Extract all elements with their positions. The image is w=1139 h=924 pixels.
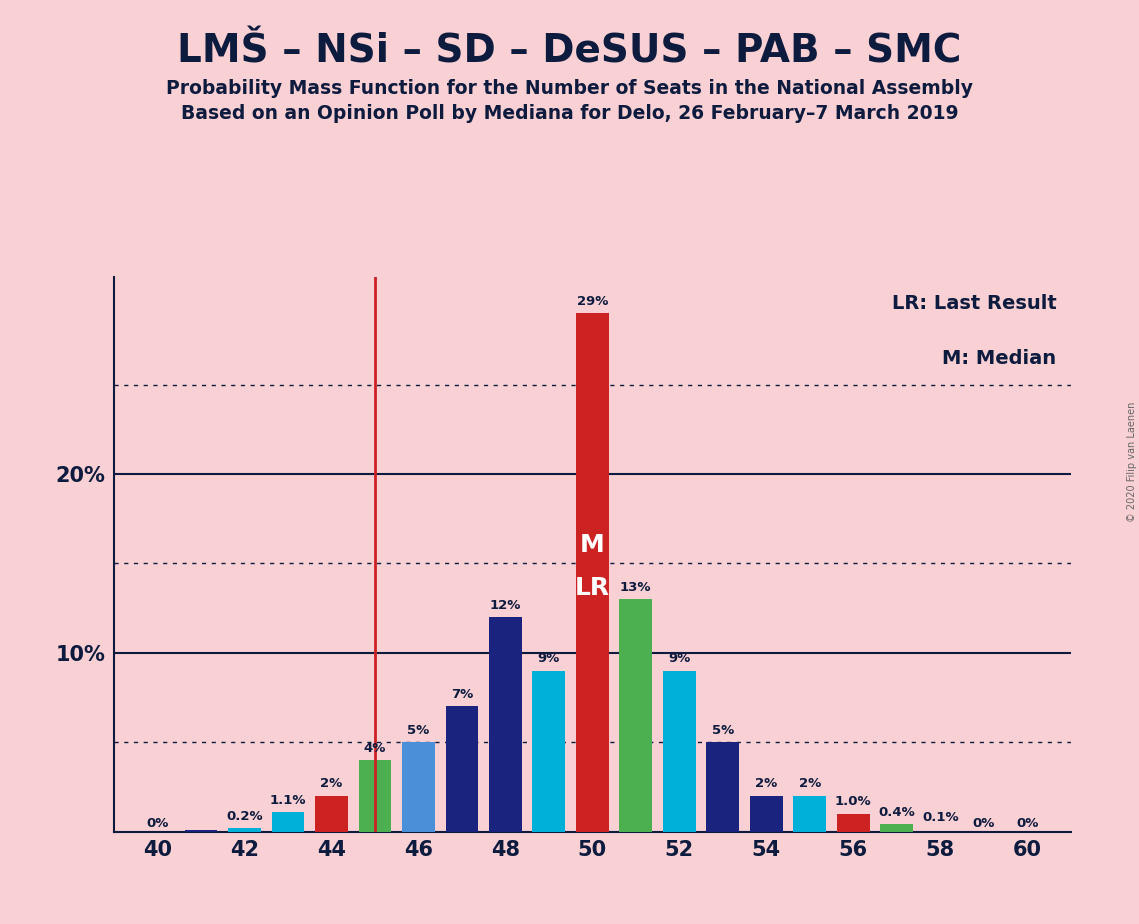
Bar — [880, 824, 913, 832]
Bar — [228, 828, 261, 832]
Bar — [402, 742, 435, 832]
Bar — [445, 707, 478, 832]
Bar — [359, 760, 391, 832]
Text: 2%: 2% — [320, 777, 343, 790]
Text: 0%: 0% — [973, 817, 994, 830]
Text: 12%: 12% — [490, 599, 521, 612]
Bar — [837, 814, 869, 832]
Text: M: Median: M: Median — [942, 349, 1056, 369]
Text: 1.0%: 1.0% — [835, 796, 871, 808]
Text: 4%: 4% — [363, 742, 386, 755]
Bar — [663, 671, 696, 832]
Bar — [620, 599, 653, 832]
Text: M: M — [580, 533, 605, 557]
Text: LMŠ – NSi – SD – DeSUS – PAB – SMC: LMŠ – NSi – SD – DeSUS – PAB – SMC — [178, 32, 961, 70]
Text: 1.1%: 1.1% — [270, 794, 306, 807]
Text: 0.4%: 0.4% — [878, 806, 915, 819]
Text: 2%: 2% — [755, 777, 777, 790]
Bar — [794, 796, 826, 832]
Text: 0.1%: 0.1% — [921, 811, 959, 824]
Bar — [489, 617, 522, 832]
Text: 29%: 29% — [576, 295, 608, 308]
Text: 2%: 2% — [798, 777, 821, 790]
Text: LR: LR — [575, 577, 609, 601]
Bar — [533, 671, 565, 832]
Bar — [316, 796, 347, 832]
Bar — [706, 742, 739, 832]
Text: Based on an Opinion Poll by Mediana for Delo, 26 February–7 March 2019: Based on an Opinion Poll by Mediana for … — [181, 104, 958, 124]
Text: Probability Mass Function for the Number of Seats in the National Assembly: Probability Mass Function for the Number… — [166, 79, 973, 98]
Text: 7%: 7% — [451, 688, 473, 701]
Text: 5%: 5% — [408, 723, 429, 736]
Text: 0%: 0% — [1016, 817, 1039, 830]
Text: 9%: 9% — [538, 652, 560, 665]
Bar — [576, 313, 608, 832]
Bar — [749, 796, 782, 832]
Bar — [185, 830, 218, 832]
Text: 9%: 9% — [669, 652, 690, 665]
Text: 13%: 13% — [620, 581, 652, 594]
Text: 0%: 0% — [146, 817, 169, 830]
Text: LR: Last Result: LR: Last Result — [892, 294, 1056, 313]
Text: © 2020 Filip van Laenen: © 2020 Filip van Laenen — [1126, 402, 1137, 522]
Text: 5%: 5% — [712, 723, 734, 736]
Text: 0.2%: 0.2% — [226, 809, 263, 822]
Bar — [271, 812, 304, 832]
